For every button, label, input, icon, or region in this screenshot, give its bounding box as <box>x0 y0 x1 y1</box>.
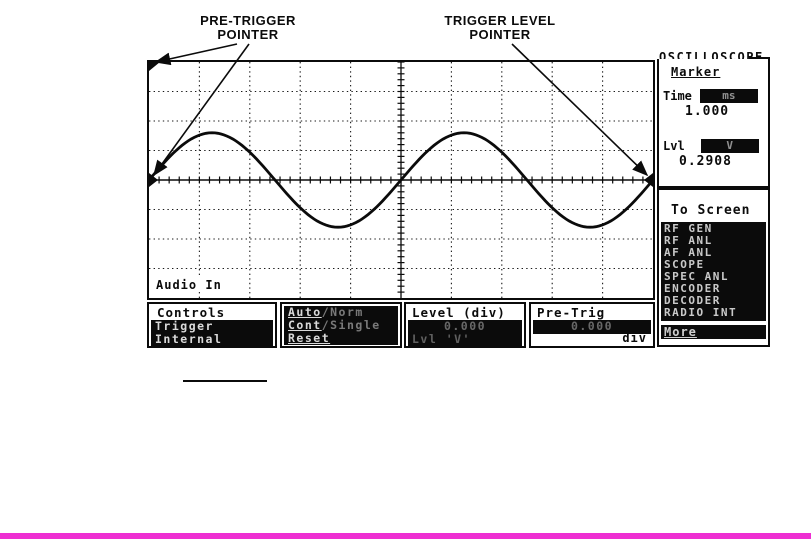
oscilloscope-display: Audio In <box>147 60 655 300</box>
page-accent-bar <box>0 533 811 539</box>
to-screen-panel: To Screen RF GEN RF ANL AF ANL SCOPE SPEC AN… <box>657 188 770 347</box>
controls-heading: Controls <box>157 305 226 320</box>
controls-item-trigger[interactable]: Trigger <box>155 319 214 333</box>
pretrig-softkey-box: Pre-Trig 0.000 div <box>529 302 655 348</box>
more-button[interactable]: More <box>661 325 766 339</box>
time-unit-field[interactable]: ms <box>699 89 758 103</box>
to-screen-item-encoder[interactable]: ENCODER <box>664 282 721 295</box>
to-screen-menu: RF GEN RF ANL AF ANL SCOPE SPEC ANL ENCODER DE… <box>661 222 766 321</box>
trigger-mode-cont[interactable]: Cont/Single <box>288 318 381 332</box>
trigger-mode-auto[interactable]: Auto/Norm <box>288 305 364 319</box>
marker-heading: Marker <box>671 65 721 79</box>
marker-panel: Marker Time ms 1.000 Lvl V 0.2908 <box>657 59 770 188</box>
to-screen-item-spec-anl[interactable]: SPEC ANL <box>664 270 729 283</box>
level-value-field[interactable]: 0.000 <box>443 319 487 333</box>
level-unit-field[interactable]: V <box>700 139 759 153</box>
to-screen-item-rf-anl[interactable]: RF ANL <box>664 234 713 247</box>
channel-label: Audio In <box>154 278 224 292</box>
controls-items: Trigger Internal <box>151 320 273 346</box>
pretrig-heading: Pre-Trig <box>537 305 606 320</box>
level-value[interactable]: 0.2908 <box>679 154 732 169</box>
pretrig-unit: div <box>622 331 647 345</box>
trigger-mode-softkey-box: Auto/Norm Cont/Single Reset <box>280 302 402 348</box>
trigger-mode-reset[interactable]: Reset <box>288 331 331 345</box>
controls-item-internal[interactable]: Internal <box>155 332 223 346</box>
trigger-level-pointer-label: TRIGGER LEVEL POINTER <box>444 13 556 42</box>
time-value[interactable]: 1.000 <box>685 104 730 119</box>
time-label: Time <box>663 89 692 103</box>
to-screen-heading: To Screen <box>671 203 751 218</box>
to-screen-item-radio-int[interactable]: RADIO INT <box>664 306 738 319</box>
scope-graticule-and-trace <box>149 62 653 298</box>
to-screen-item-af-anl[interactable]: AF ANL <box>664 246 713 259</box>
title-rule <box>749 57 770 59</box>
to-screen-item-scope[interactable]: SCOPE <box>664 258 705 271</box>
controls-softkey-box: Controls Trigger Internal <box>147 302 277 348</box>
pre-trigger-pointer-label: PRE-TRIGGER POINTER <box>200 13 296 42</box>
to-screen-item-decoder[interactable]: DECODER <box>664 294 721 307</box>
level-label: Lvl <box>663 139 685 153</box>
level-heading: Level (div) <box>412 305 506 320</box>
pretrig-value-field[interactable]: 0.000 <box>570 319 614 333</box>
trigger-mode-items: Auto/Norm Cont/Single Reset <box>284 306 398 345</box>
caption-underline <box>183 380 267 382</box>
to-screen-item-rf-gen[interactable]: RF GEN <box>664 222 713 235</box>
level-sub-field[interactable]: Lvl 'V' <box>412 332 471 346</box>
level-softkey-box: Level (div) 0.000 Lvl 'V' <box>404 302 526 348</box>
